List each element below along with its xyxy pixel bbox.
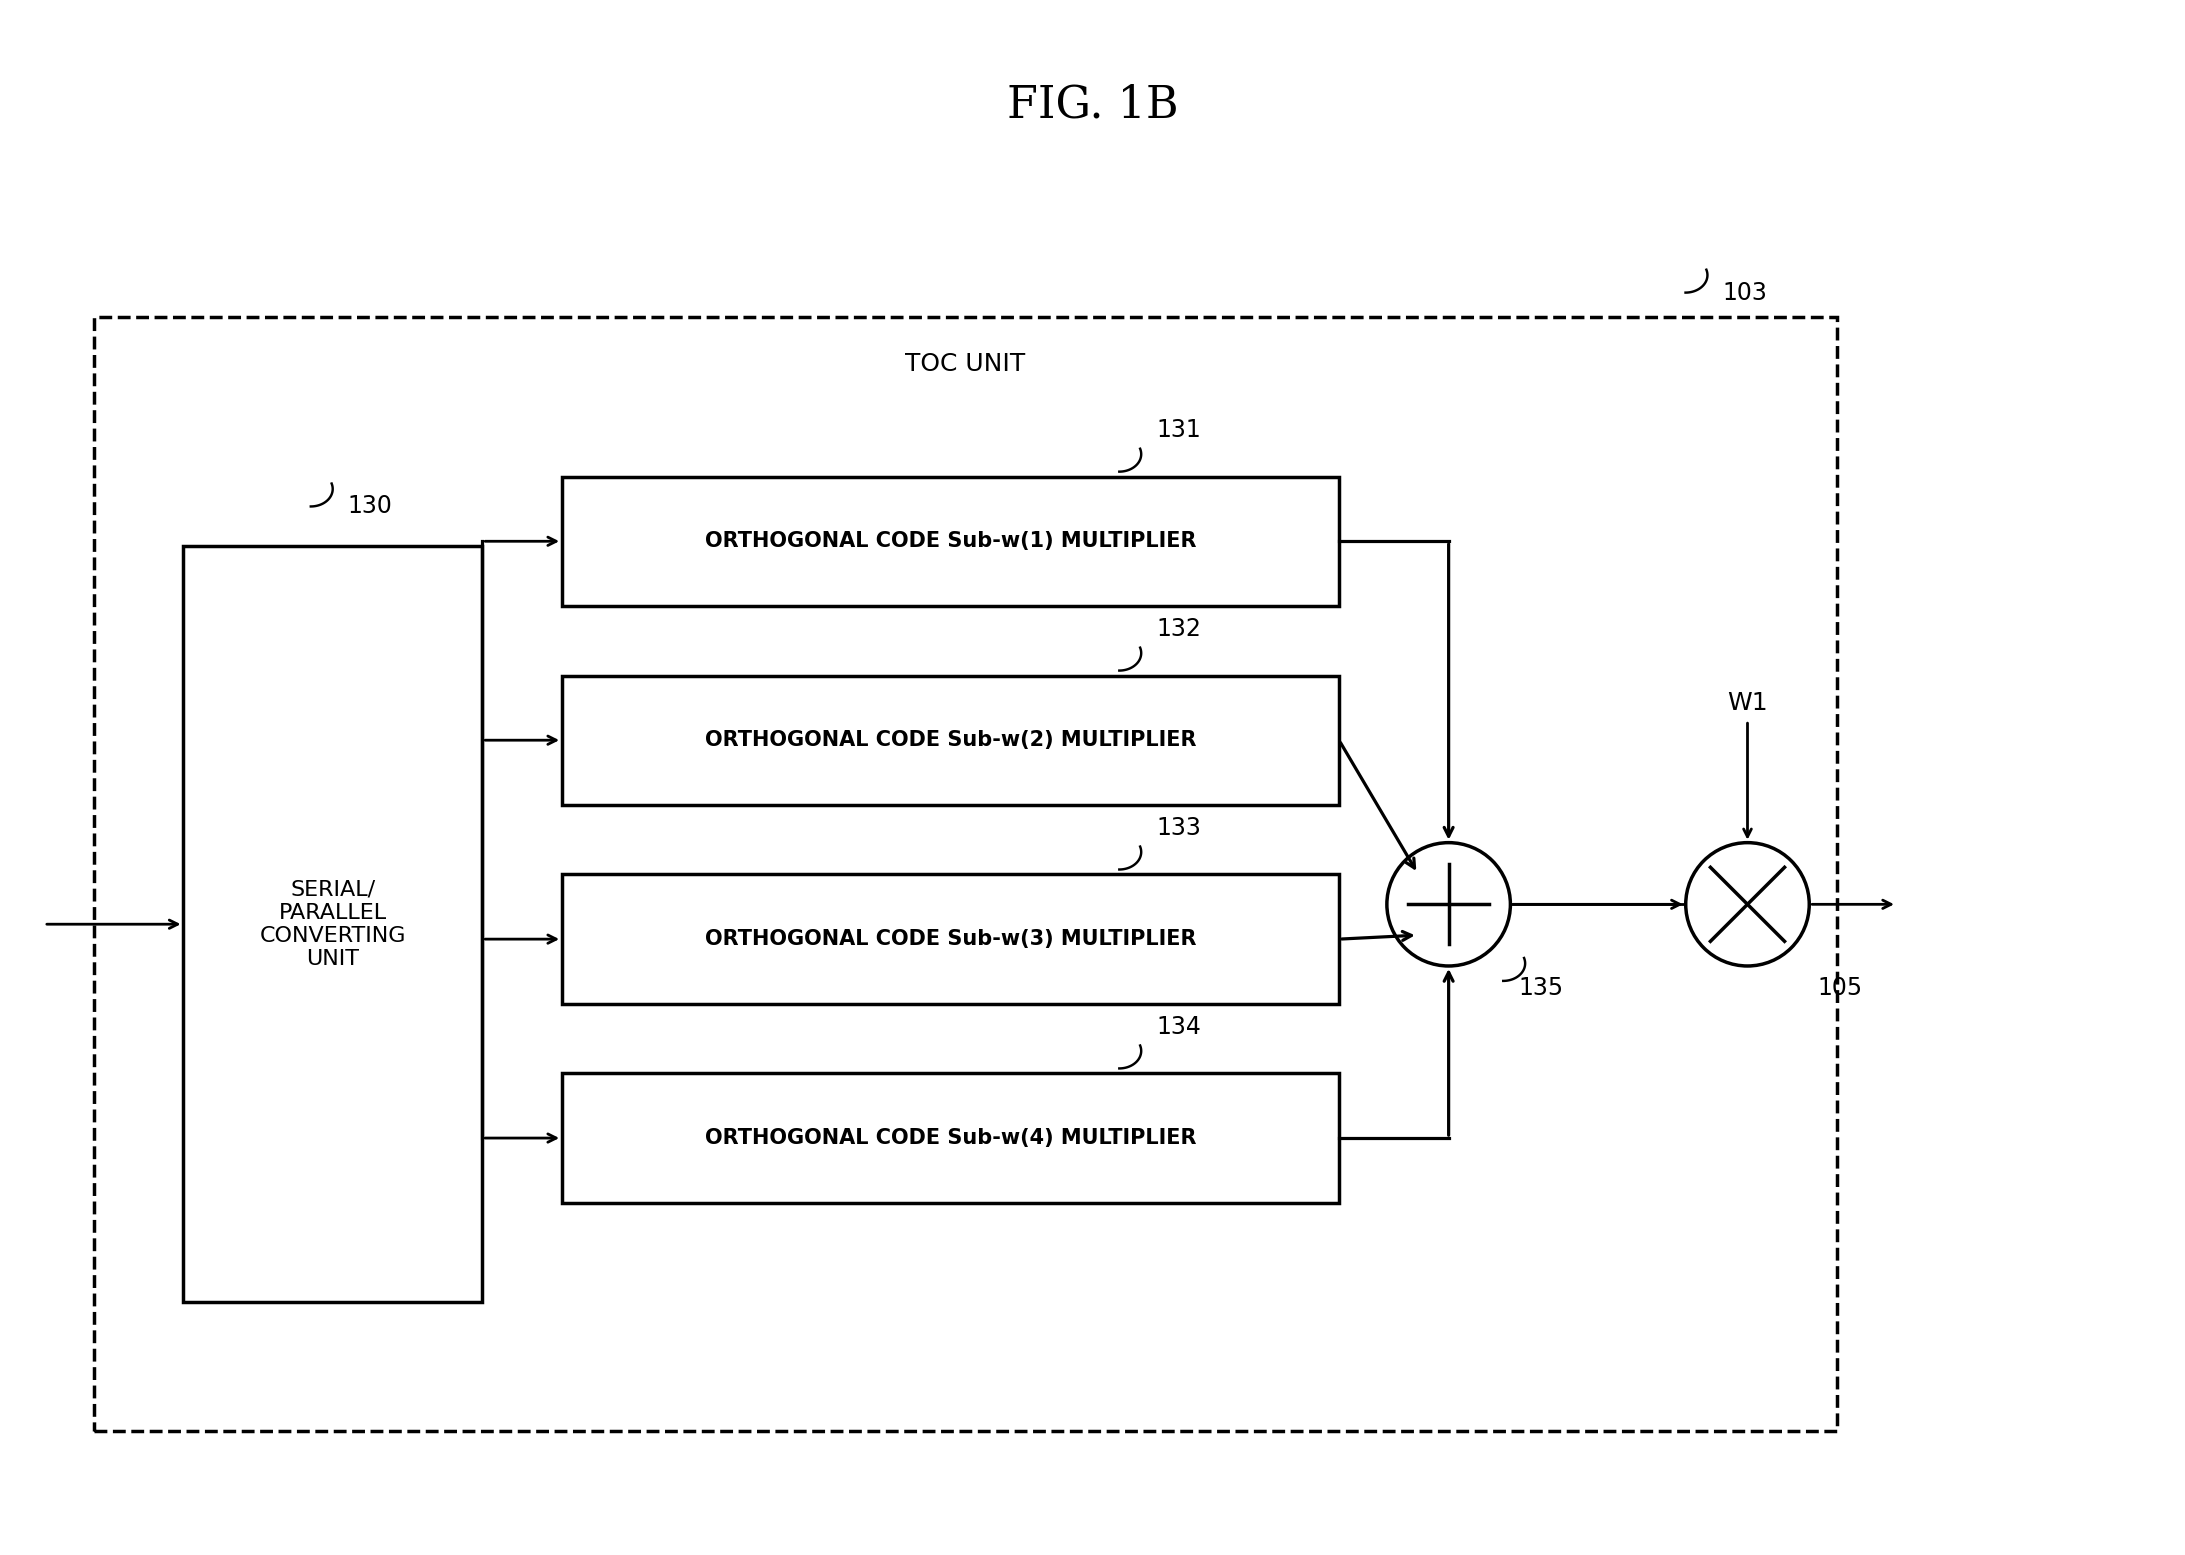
Text: W1: W1 [1726, 692, 1768, 715]
Text: 134: 134 [1156, 1014, 1202, 1039]
Circle shape [1687, 843, 1809, 966]
Text: 131: 131 [1156, 418, 1202, 442]
Text: ORTHOGONAL CODE Sub-w(4) MULTIPLIER: ORTHOGONAL CODE Sub-w(4) MULTIPLIER [706, 1127, 1197, 1148]
Bar [184, 546, 483, 1302]
Text: 132: 132 [1156, 617, 1202, 641]
Text: SERIAL/
PARALLEL
CONVERTING
UNIT: SERIAL/ PARALLEL CONVERTING UNIT [260, 880, 406, 969]
Bar [562, 477, 1339, 606]
Text: 135: 135 [1519, 977, 1564, 1000]
Bar [562, 675, 1339, 805]
Bar [562, 874, 1339, 1005]
Text: ORTHOGONAL CODE Sub-w(2) MULTIPLIER: ORTHOGONAL CODE Sub-w(2) MULTIPLIER [706, 731, 1197, 750]
Text: 133: 133 [1156, 816, 1202, 840]
Bar [562, 1073, 1339, 1202]
Bar [94, 317, 1838, 1432]
Circle shape [1387, 843, 1510, 966]
Text: 130: 130 [347, 494, 393, 518]
Text: ORTHOGONAL CODE Sub-w(1) MULTIPLIER: ORTHOGONAL CODE Sub-w(1) MULTIPLIER [706, 532, 1197, 552]
Text: FIG. 1B: FIG. 1B [1007, 84, 1178, 128]
Text: ORTHOGONAL CODE Sub-w(3) MULTIPLIER: ORTHOGONAL CODE Sub-w(3) MULTIPLIER [706, 930, 1197, 949]
Text: TOC UNIT: TOC UNIT [905, 353, 1025, 376]
Text: 105: 105 [1818, 977, 1862, 1000]
Text: 103: 103 [1722, 280, 1768, 305]
